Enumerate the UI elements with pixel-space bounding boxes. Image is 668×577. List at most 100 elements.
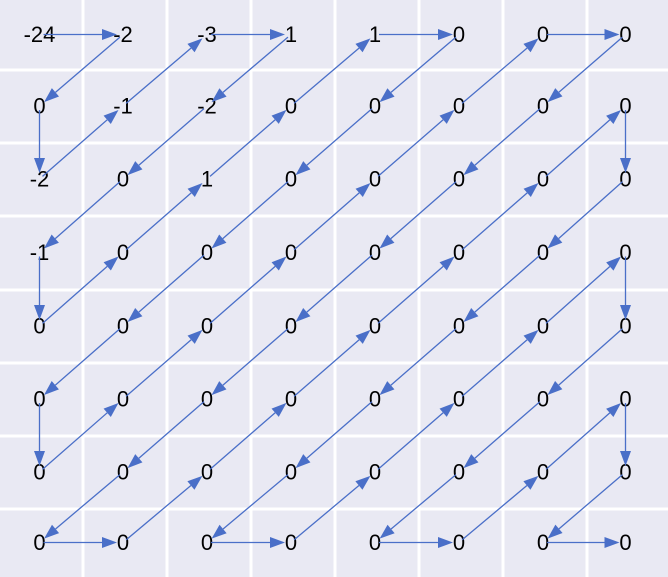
scan-arrow-line [461, 339, 528, 397]
scan-arrow [377, 256, 455, 324]
matrix-cell [252, 217, 334, 289]
scan-arrow-line [306, 401, 373, 459]
scan-arrow [34, 110, 45, 173]
matrix-cell [252, 144, 334, 215]
scan-arrow-line [293, 47, 360, 104]
arrowhead-icon [271, 256, 287, 271]
scan-arrow-line [390, 36, 457, 93]
scan-arrow-line [54, 181, 121, 240]
matrix-value: 0 [619, 387, 631, 412]
matrix-cell [588, 217, 668, 289]
arrowhead-icon [620, 158, 631, 173]
arrowhead-icon [620, 305, 631, 320]
matrix-value: 0 [117, 167, 129, 192]
scan-arrow-line [125, 47, 192, 104]
arrowhead-icon [379, 88, 395, 103]
matrix-value: 0 [453, 22, 465, 47]
arrowhead-icon [620, 451, 631, 466]
matrix-value: 0 [285, 460, 297, 485]
arrowhead-icon [211, 234, 227, 249]
arrowhead-icon [547, 380, 563, 396]
arrowhead-icon [102, 29, 117, 40]
matrix-cell [0, 71, 82, 142]
matrix-value: 0 [369, 387, 381, 412]
matrix-cell [252, 510, 334, 577]
arrowhead-icon [127, 161, 143, 176]
matrix-value: 0 [201, 530, 213, 555]
scan-arrow-line [42, 265, 108, 324]
scan-arrow [211, 36, 289, 103]
scan-arrow-line [42, 412, 108, 470]
scan-arrow [209, 109, 287, 177]
scan-arrow [547, 328, 623, 396]
scan-arrow [125, 329, 203, 397]
scan-arrow-line [377, 265, 444, 324]
scan-arrow-line [390, 474, 457, 530]
scan-arrow [295, 108, 373, 176]
scan-arrow [461, 182, 539, 251]
arrowhead-icon [127, 308, 143, 323]
arrowhead-icon [438, 29, 453, 40]
arrowhead-icon [355, 182, 371, 197]
matrix-cell [252, 291, 334, 362]
arrowhead-icon [379, 234, 395, 249]
scan-arrow [34, 403, 45, 466]
arrowhead-icon [44, 381, 59, 396]
matrix-value: 0 [453, 387, 465, 412]
matrix-value: 0 [453, 314, 465, 339]
arrowhead-icon [523, 475, 539, 490]
scan-arrow [209, 402, 287, 470]
arrowhead-icon [463, 308, 479, 323]
matrix-cell [252, 364, 334, 435]
scan-arrow [545, 109, 622, 177]
arrowhead-icon [463, 454, 479, 469]
scan-arrow [379, 36, 457, 103]
scan-arrow [379, 328, 457, 396]
matrix-cell [84, 217, 166, 289]
matrix-cell [168, 510, 250, 577]
arrowhead-icon [211, 88, 227, 103]
matrix-value: 0 [369, 167, 381, 192]
scan-arrow [547, 537, 620, 548]
scan-arrow [127, 401, 205, 469]
arrowhead-icon [44, 88, 60, 103]
scan-arrow-line [474, 401, 541, 459]
matrix-value: 0 [537, 94, 549, 119]
matrix-value: 0 [285, 530, 297, 555]
scan-arrow [44, 474, 121, 539]
matrix-value: 0 [285, 167, 297, 192]
matrix-value: 0 [201, 240, 213, 265]
scan-arrow [379, 474, 457, 539]
matrix-cell [420, 144, 502, 215]
matrix-value: 0 [117, 387, 129, 412]
scan-arrow-line [209, 265, 276, 324]
matrix-cell [0, 291, 82, 362]
scan-arrow-line [545, 119, 611, 177]
matrix-value: 1 [285, 22, 297, 47]
matrix-cell [504, 364, 586, 435]
matrix-value: 0 [537, 387, 549, 412]
arrowhead-icon [355, 475, 371, 490]
matrix-cell [168, 71, 250, 142]
matrix-cell [504, 291, 586, 362]
arrowhead-icon [604, 29, 620, 40]
arrowhead-icon [103, 256, 119, 271]
arrowhead-icon [523, 38, 539, 53]
scan-arrow-line [377, 412, 444, 470]
arrowhead-icon [34, 158, 45, 173]
arrowhead-icon [355, 329, 371, 344]
scan-arrow [620, 403, 631, 466]
arrowhead-icon [211, 381, 227, 396]
scan-arrow-line [209, 119, 276, 177]
scan-arrow-line [55, 474, 121, 530]
scan-arrow [547, 181, 623, 249]
arrowhead-icon [103, 109, 119, 124]
arrowhead-icon [270, 537, 285, 548]
arrowhead-icon [295, 454, 311, 469]
arrowhead-icon [295, 308, 311, 323]
matrix-value: 1 [369, 22, 381, 47]
arrowhead-icon [270, 29, 285, 40]
matrix-cell [420, 437, 502, 508]
scan-arrow [211, 29, 285, 40]
matrix-cell [504, 144, 586, 215]
